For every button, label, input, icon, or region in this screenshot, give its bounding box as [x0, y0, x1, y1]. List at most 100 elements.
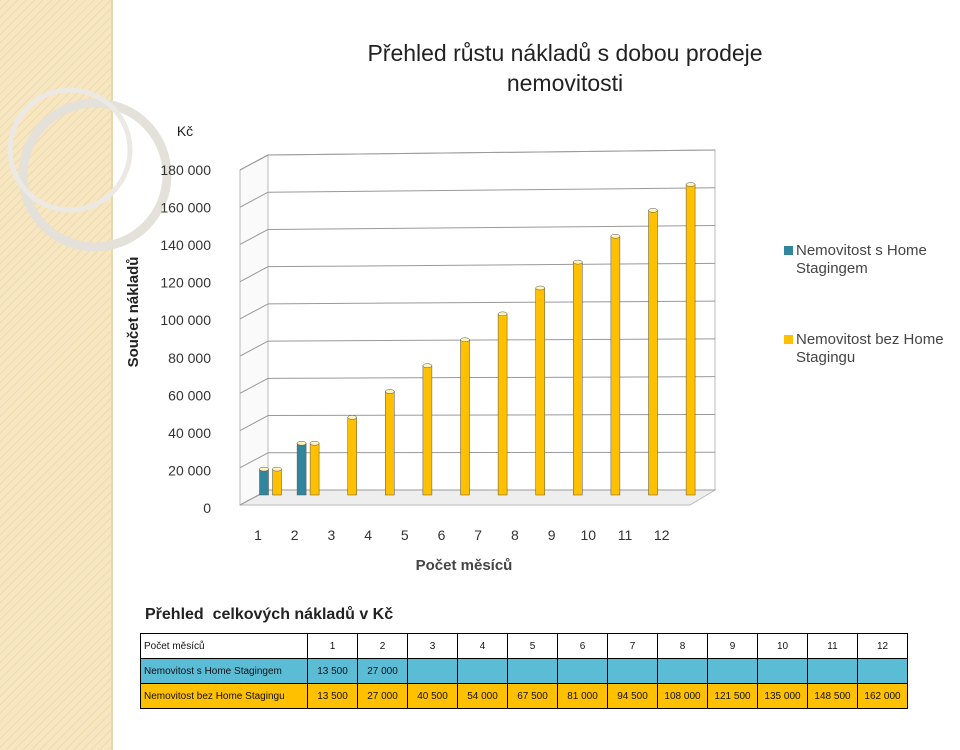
x-tick-label: 10	[581, 527, 597, 543]
cell	[607, 658, 658, 684]
header-cell: Počet měsíců	[140, 633, 308, 659]
grid-line	[267, 413, 716, 417]
x-tick-label: 3	[328, 527, 336, 543]
x-tick-label: 5	[401, 527, 409, 543]
x-axis-title: Počet měsíců	[416, 557, 513, 574]
cell: 135 000	[757, 683, 808, 709]
header-cell: 7	[607, 633, 658, 659]
x-tick-label: 1	[254, 527, 262, 543]
cell	[457, 658, 508, 684]
bar	[272, 466, 282, 496]
grid-line	[239, 340, 269, 357]
grid-line	[267, 187, 716, 193]
cell	[507, 658, 558, 684]
bar	[259, 466, 269, 496]
y-tick-label: 100 000	[160, 312, 211, 328]
cell	[557, 658, 608, 684]
grid-line	[239, 229, 269, 245]
header-cell: 3	[407, 633, 458, 659]
cell	[807, 658, 858, 684]
grid-line	[239, 415, 269, 431]
header-cell: 1	[307, 633, 358, 659]
cell	[657, 658, 708, 684]
x-tick-label: 9	[548, 527, 556, 543]
header-cell: 5	[507, 633, 558, 659]
y-tick-label: 80 000	[168, 350, 211, 366]
x-tick-label: 12	[654, 527, 670, 543]
swirl	[7, 87, 133, 213]
header-cell: 6	[557, 633, 608, 659]
row-label: Nemovitost s Home Stagingem	[140, 658, 308, 684]
cell: 40 500	[407, 683, 458, 709]
cell: 108 000	[657, 683, 708, 709]
header-cell: 8	[657, 633, 708, 659]
data-table: Počet měsíců 1 2 3 4 5 6 7 8 9 10 11 12 Nemovitost s …	[140, 633, 908, 709]
bar	[497, 311, 508, 496]
table-row: Nemovitost s Home Stagingem 13 500 27 000	[140, 658, 908, 684]
header-cell: 11	[807, 633, 858, 659]
bar	[460, 337, 470, 496]
cell: 27 000	[357, 683, 408, 709]
table-row: Nemovitost bez Home Stagingu 13 500 27 000…	[140, 683, 908, 709]
cell: 81 000	[557, 683, 608, 709]
x-tick-label: 6	[438, 527, 446, 543]
grid-line	[239, 303, 269, 320]
bar	[422, 363, 433, 496]
bar	[535, 285, 545, 496]
cell: 121 500	[707, 683, 758, 709]
legend-item: Nemovitost s Home Stagingem	[784, 242, 960, 278]
table-header: Počet měsíců 1 2 3 4 5 6 7 8 9 10 11 12	[140, 633, 908, 659]
grid-line	[239, 377, 269, 394]
header-cell: 12	[857, 633, 908, 659]
grid-line	[267, 338, 716, 342]
grid-line	[239, 154, 269, 171]
back-wall	[267, 149, 716, 491]
cell: 27 000	[357, 658, 408, 684]
cell	[707, 658, 758, 684]
y-tick-label: 20 000	[168, 462, 211, 478]
y-unit: Kč	[177, 123, 193, 139]
y-tick-label: 180 000	[160, 162, 211, 178]
side-band	[0, 0, 112, 750]
x-tick-label: 7	[474, 527, 482, 543]
y-tick-label: 160 000	[160, 200, 211, 216]
y-tick-label: 60 000	[168, 387, 211, 403]
y-tick-label: 120 000	[160, 275, 211, 291]
x-tick-label: 8	[511, 527, 519, 543]
grid-line	[267, 225, 716, 230]
header-cell: 9	[707, 633, 758, 659]
grid-line	[267, 300, 716, 305]
grid-line	[239, 266, 269, 283]
grid-line	[267, 451, 716, 454]
table-title: Přehled celkových nákladů v Kč	[145, 606, 394, 623]
cell: 148 500	[807, 683, 858, 709]
bar	[685, 182, 696, 496]
y-axis-title: Součet nákladů	[125, 257, 142, 368]
cell	[757, 658, 808, 684]
x-tick-label: 2	[291, 527, 299, 543]
cell: 13 500	[307, 658, 358, 684]
grid-line	[239, 191, 269, 208]
y-tick-label: 0	[203, 500, 211, 516]
bar	[296, 441, 307, 496]
header-cell: 4	[457, 633, 508, 659]
legend-label: Nemovitost bez Home Stagingu	[796, 331, 944, 366]
cell: 67 500	[507, 683, 558, 709]
bar	[385, 389, 395, 496]
grid-line	[267, 149, 716, 156]
bar	[648, 208, 658, 496]
x-tick-label: 11	[618, 527, 633, 543]
legend-swatch	[784, 335, 793, 344]
x-tick-label: 4	[364, 527, 372, 543]
bar	[347, 415, 357, 496]
bar	[573, 259, 583, 496]
y-tick-label: 140 000	[160, 237, 211, 253]
legend-label: Nemovitost s Home Stagingem	[796, 242, 927, 277]
cell: 13 500	[307, 683, 358, 709]
bar	[309, 441, 320, 496]
cell	[407, 658, 458, 684]
row-label: Nemovitost bez Home Stagingu	[140, 683, 308, 709]
header-cell: 10	[757, 633, 808, 659]
